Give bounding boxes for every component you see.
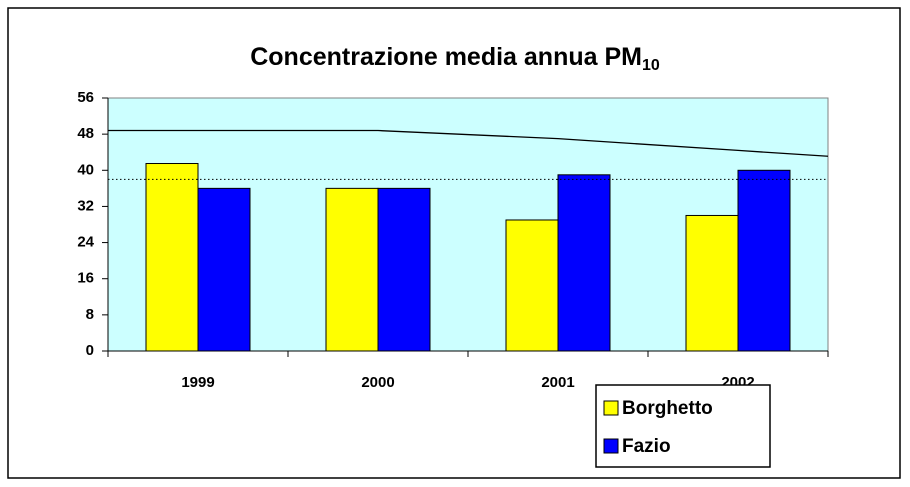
bar — [505, 219, 559, 352]
bar — [145, 163, 199, 352]
y-tick-label: 0 — [86, 342, 94, 359]
y-tick-label: 24 — [77, 234, 94, 251]
chart-title-subscript: 10 — [642, 57, 660, 74]
chart-title-main: Concentrazione media annua PM — [250, 43, 642, 71]
bar — [737, 169, 791, 352]
legend — [595, 384, 771, 468]
legend-swatch — [603, 438, 619, 454]
legend-label: Fazio — [622, 436, 671, 457]
x-tick-label: 2000 — [361, 374, 394, 391]
legend-swatch — [603, 400, 619, 416]
y-tick-label: 16 — [77, 270, 94, 287]
y-tick-label: 8 — [86, 306, 94, 323]
y-tick-label: 32 — [77, 197, 94, 214]
bar — [197, 187, 251, 352]
x-tick-label: 1999 — [181, 374, 214, 391]
bar — [685, 214, 739, 352]
chart-title: Concentrazione media annua PM10 — [250, 43, 660, 75]
bar — [325, 187, 379, 352]
x-tick-label: 2001 — [541, 374, 574, 391]
bar — [377, 187, 431, 352]
y-tick-label: 48 — [77, 125, 94, 142]
legend-label: Borghetto — [622, 398, 713, 419]
bar — [557, 174, 611, 352]
limit-line — [108, 129, 829, 157]
y-tick-label: 40 — [77, 161, 94, 178]
y-tick-label: 56 — [77, 89, 94, 106]
